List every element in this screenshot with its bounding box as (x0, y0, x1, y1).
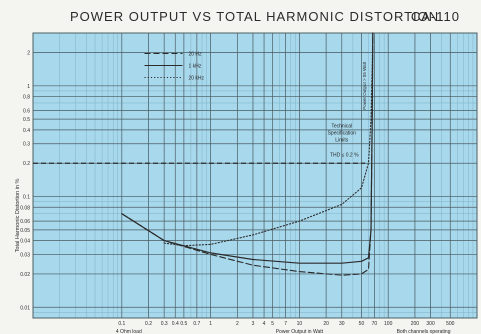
y-tick-label: 0.1 (23, 195, 30, 201)
y-tick-label: 0.6 (23, 108, 30, 114)
x-axis-label: Power Output in Watt (276, 329, 324, 334)
annotation-spec-limits-line: Technical (331, 124, 352, 130)
x-tick-label: 0.1 (118, 321, 125, 327)
x-tick-label: 0.2 (145, 321, 152, 327)
x-tick-label: 2 (236, 321, 239, 327)
x-tick-label: 3 (252, 321, 255, 327)
x-tick-label: 5 (271, 321, 274, 327)
y-tick-label: 0.4 (23, 128, 30, 134)
y-tick-label: 0.06 (20, 219, 30, 225)
legend-label: 1 kHz (188, 63, 201, 69)
bottom-note-channels: Both channels operating (397, 329, 451, 334)
annotation-spec-limits-line: Limits (335, 138, 349, 144)
plot-area (33, 33, 477, 318)
y-tick-label: 1 (27, 84, 30, 90)
x-tick-label: 4 (263, 321, 266, 327)
x-tick-label: 0.4 (172, 321, 179, 327)
y-tick-label: 0.05 (20, 228, 30, 234)
x-tick-label: 50 (359, 321, 365, 327)
y-tick-label: 2 (27, 50, 30, 56)
x-tick-label: 0.5 (180, 321, 187, 327)
y-tick-label: 0.3 (23, 142, 30, 148)
legend-label: 20 Hz (188, 51, 202, 57)
x-tick-label: 70 (372, 321, 378, 327)
y-axis-label: Total Harmonic Distortion in % (15, 179, 21, 253)
x-tick-label: 0.7 (193, 321, 200, 327)
x-tick-label: 20 (323, 321, 329, 327)
x-tick-label: 10 (297, 321, 303, 327)
x-tick-label: 500 (446, 321, 455, 327)
x-tick-label: 1 (209, 321, 212, 327)
legend-label: 20 kHz (188, 75, 204, 81)
annotation-thd-limit: THD ≤ 0.2 % (330, 153, 359, 159)
x-tick-label: 30 (339, 321, 345, 327)
y-tick-label: 0.8 (23, 95, 30, 101)
annotation-spec-limits-line: Specification (328, 131, 357, 137)
y-tick-label: 0.02 (20, 272, 30, 278)
y-tick-label: 0.2 (23, 161, 30, 167)
y-tick-label: 0.01 (20, 305, 30, 311)
y-tick-label: 0.04 (20, 239, 30, 245)
x-tick-label: 100 (384, 321, 393, 327)
bottom-note-load: 4 Ohm load (116, 329, 142, 334)
y-tick-label: 0.03 (20, 252, 30, 258)
x-tick-label: 7 (284, 321, 287, 327)
y-tick-label: 0.5 (23, 117, 30, 123)
y-tick-label: 0.08 (20, 205, 30, 211)
x-tick-label: 0.3 (161, 321, 168, 327)
x-tick-label: 200 (411, 321, 420, 327)
x-tick-label: 300 (426, 321, 435, 327)
annotation-power-output: Power Output > 55 Watt (362, 61, 367, 110)
